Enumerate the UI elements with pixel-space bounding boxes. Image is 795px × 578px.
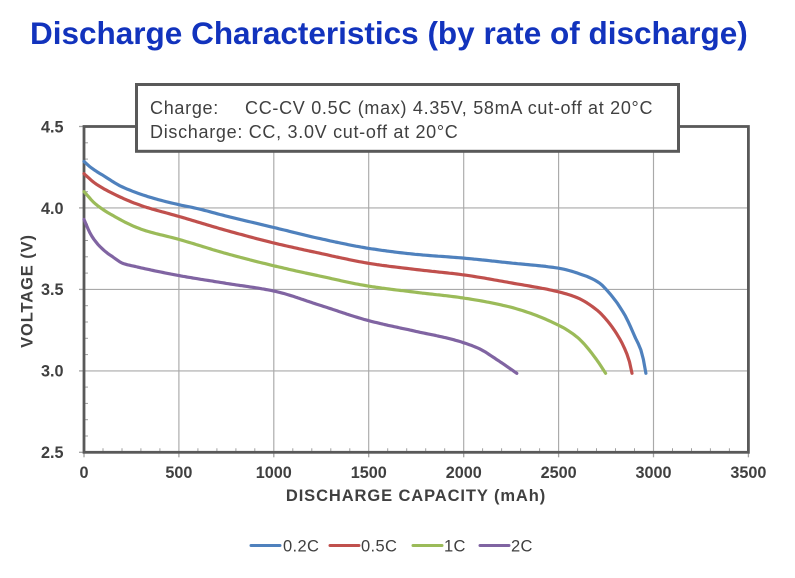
svg-text:3000: 3000 [635, 464, 671, 482]
svg-text:4.5: 4.5 [41, 118, 64, 136]
svg-text:0.5C: 0.5C [361, 538, 397, 556]
svg-text:4.0: 4.0 [41, 200, 64, 218]
svg-text:3.5: 3.5 [41, 281, 64, 299]
svg-text:Discharge: CC, 3.0V cut-off at: Discharge: CC, 3.0V cut-off at 20°C [150, 122, 459, 142]
svg-text:DISCHARGE CAPACITY (mAh): DISCHARGE CAPACITY (mAh) [286, 487, 546, 505]
svg-text:3.0: 3.0 [41, 363, 64, 381]
svg-text:CC-CV 0.5C (max) 4.35V, 58mA c: CC-CV 0.5C (max) 4.35V, 58mA cut-off at … [245, 98, 653, 118]
svg-text:2C: 2C [511, 538, 533, 556]
svg-text:2000: 2000 [446, 464, 482, 482]
svg-text:2.5: 2.5 [41, 444, 64, 462]
svg-text:0.2C: 0.2C [283, 538, 319, 556]
svg-text:500: 500 [165, 464, 192, 482]
svg-text:1C: 1C [444, 538, 466, 556]
svg-text:VOLTAGE (V): VOLTAGE (V) [19, 234, 37, 348]
svg-text:0: 0 [79, 464, 88, 482]
svg-text:2500: 2500 [541, 464, 577, 482]
svg-text:1000: 1000 [256, 464, 292, 482]
svg-text:1500: 1500 [351, 464, 387, 482]
svg-text:3500: 3500 [730, 464, 766, 482]
svg-text:Discharge Characteristics (by: Discharge Characteristics (by rate of di… [30, 15, 748, 51]
svg-text:Charge:: Charge: [150, 98, 219, 118]
